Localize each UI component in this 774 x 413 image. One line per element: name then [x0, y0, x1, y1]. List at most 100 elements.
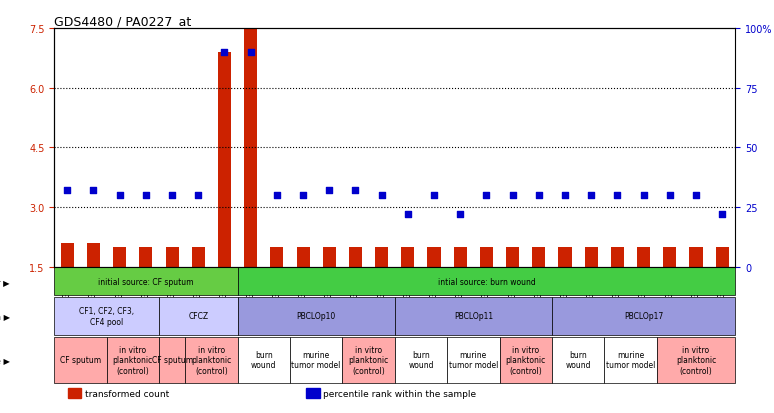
Point [323, 188, 335, 194]
FancyBboxPatch shape [54, 297, 159, 335]
Bar [296, 247, 310, 267]
Text: murine
tumor model: murine tumor model [292, 350, 341, 369]
Text: PBCLOp17: PBCLOp17 [624, 311, 663, 320]
Text: strain ▶: strain ▶ [0, 311, 10, 320]
Bar [637, 247, 650, 267]
FancyBboxPatch shape [342, 337, 395, 382]
Bar [113, 247, 126, 267]
Text: in vitro
planktonic
(control): in vitro planktonic (control) [676, 345, 716, 375]
FancyBboxPatch shape [54, 337, 107, 382]
Text: isolate ▶: isolate ▶ [0, 355, 10, 364]
Point [454, 211, 467, 218]
Text: other ▶: other ▶ [0, 277, 10, 286]
FancyBboxPatch shape [552, 297, 735, 335]
Point [349, 188, 361, 194]
Point [61, 188, 74, 194]
Point [87, 188, 100, 194]
FancyBboxPatch shape [54, 268, 238, 296]
Bar [690, 247, 703, 267]
Bar [68, 388, 81, 399]
Text: percentile rank within the sample: percentile rank within the sample [324, 389, 476, 398]
Point [690, 192, 702, 199]
Bar [218, 53, 231, 267]
FancyBboxPatch shape [185, 337, 238, 382]
FancyBboxPatch shape [238, 297, 395, 335]
FancyBboxPatch shape [159, 337, 185, 382]
Bar [139, 247, 152, 267]
Text: in vitro
planktonic
(control): in vitro planktonic (control) [113, 345, 153, 375]
Bar [480, 247, 493, 267]
Point [271, 192, 283, 199]
Point [533, 192, 545, 199]
Point [402, 211, 414, 218]
Bar [60, 243, 74, 267]
FancyBboxPatch shape [238, 337, 290, 382]
Bar [716, 247, 729, 267]
FancyBboxPatch shape [107, 337, 159, 382]
FancyBboxPatch shape [499, 337, 552, 382]
Point [218, 50, 231, 56]
FancyBboxPatch shape [447, 337, 499, 382]
Text: burn
wound: burn wound [565, 350, 591, 369]
Point [297, 192, 310, 199]
Point [375, 192, 388, 199]
FancyBboxPatch shape [552, 337, 604, 382]
FancyBboxPatch shape [604, 337, 656, 382]
Bar [611, 247, 624, 267]
Point [663, 192, 676, 199]
Bar [427, 247, 440, 267]
Text: PBCLOp11: PBCLOp11 [454, 311, 493, 320]
FancyBboxPatch shape [395, 297, 552, 335]
Point [166, 192, 178, 199]
Bar [192, 247, 205, 267]
Bar [166, 247, 179, 267]
Bar [307, 388, 320, 399]
Bar [401, 247, 414, 267]
Point [716, 211, 728, 218]
Text: murine
tumor model: murine tumor model [449, 350, 498, 369]
Point [638, 192, 650, 199]
Point [585, 192, 598, 199]
Text: in vitro
planktonic
(control): in vitro planktonic (control) [505, 345, 546, 375]
Text: in vitro
planktonic
(control): in vitro planktonic (control) [191, 345, 231, 375]
Bar [270, 247, 283, 267]
Point [192, 192, 204, 199]
Text: GDS4480 / PA0227_at: GDS4480 / PA0227_at [54, 15, 191, 28]
Text: CFCZ: CFCZ [188, 311, 208, 320]
FancyBboxPatch shape [290, 337, 342, 382]
Text: PBCLOp10: PBCLOp10 [296, 311, 336, 320]
Bar [454, 247, 467, 267]
FancyBboxPatch shape [395, 337, 447, 382]
Bar [506, 247, 519, 267]
Bar [349, 247, 362, 267]
Bar [87, 243, 100, 267]
Point [506, 192, 519, 199]
Text: intial source: burn wound: intial source: burn wound [437, 277, 536, 286]
FancyBboxPatch shape [238, 268, 735, 296]
Point [245, 50, 257, 56]
Point [611, 192, 624, 199]
Text: burn
wound: burn wound [251, 350, 276, 369]
Text: in vitro
planktonic
(control): in vitro planktonic (control) [348, 345, 389, 375]
Bar [533, 247, 546, 267]
Bar [323, 247, 336, 267]
Point [428, 192, 440, 199]
Bar [584, 247, 598, 267]
Point [559, 192, 571, 199]
Bar [244, 29, 257, 267]
Bar [559, 247, 571, 267]
Text: CF1, CF2, CF3,
CF4 pool: CF1, CF2, CF3, CF4 pool [79, 306, 134, 326]
Text: CF sputum: CF sputum [152, 355, 193, 364]
Point [139, 192, 152, 199]
Point [114, 192, 126, 199]
FancyBboxPatch shape [159, 297, 238, 335]
Bar [375, 247, 389, 267]
Point [480, 192, 492, 199]
Text: initial source: CF sputum: initial source: CF sputum [98, 277, 194, 286]
FancyBboxPatch shape [656, 337, 735, 382]
Text: burn
wound: burn wound [408, 350, 433, 369]
Text: murine
tumor model: murine tumor model [606, 350, 656, 369]
Text: CF sputum: CF sputum [60, 355, 101, 364]
Bar [663, 247, 676, 267]
Text: transformed count: transformed count [85, 389, 169, 398]
